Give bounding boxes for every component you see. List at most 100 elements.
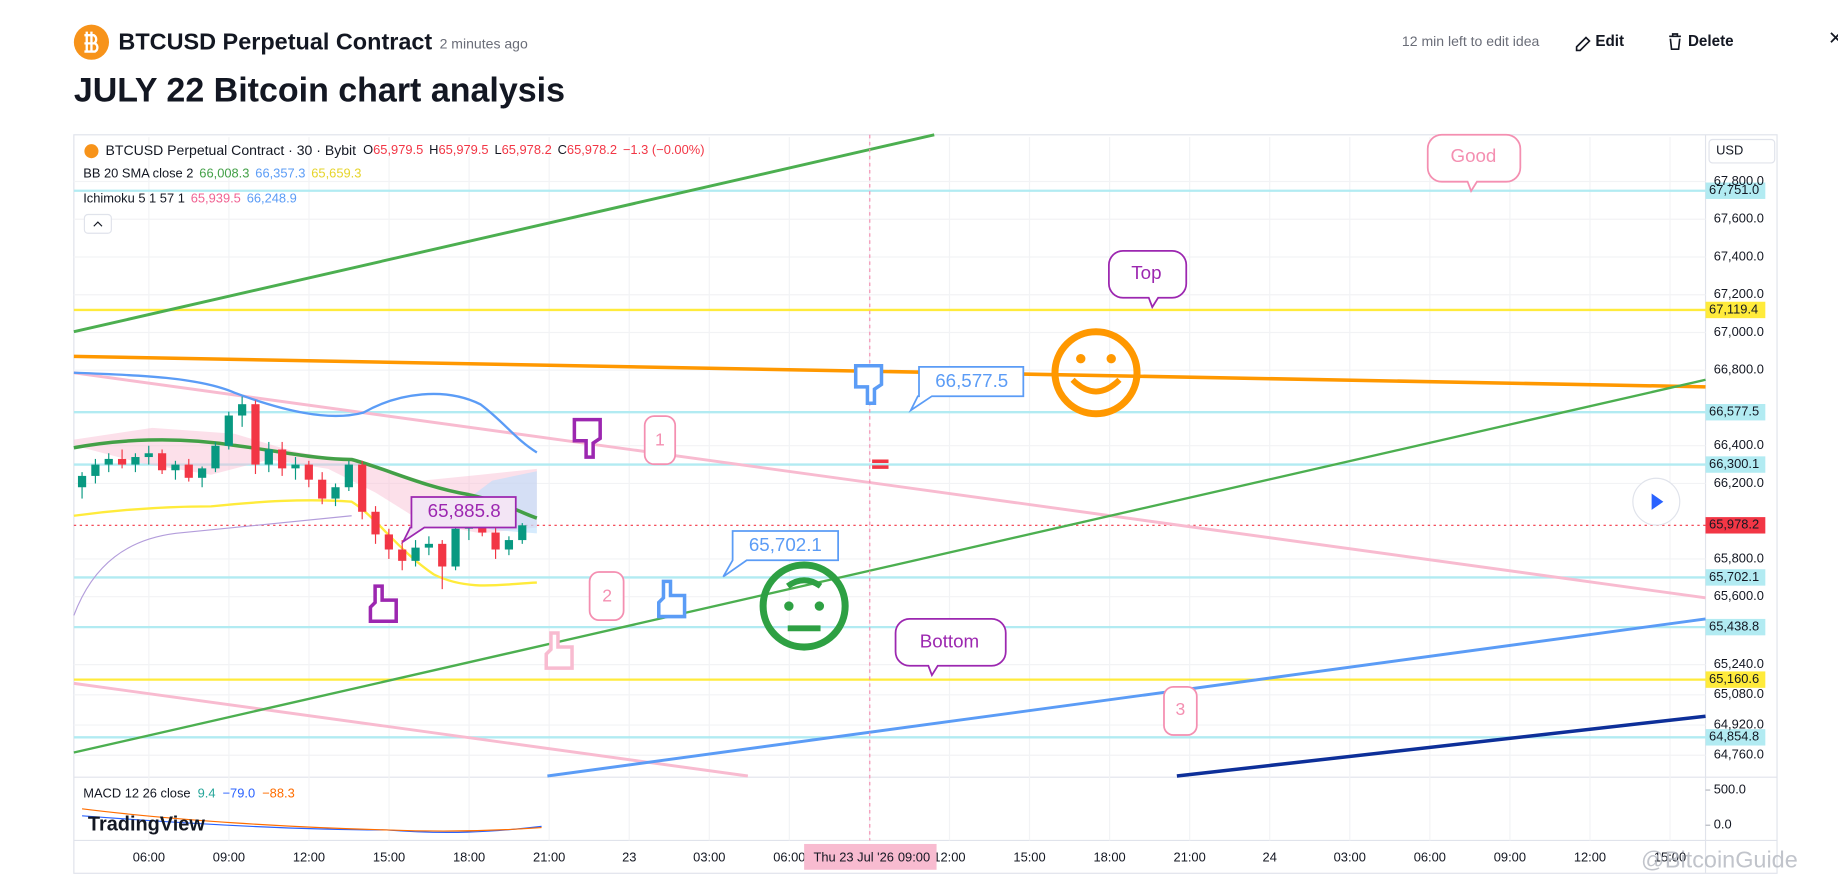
candle-body (238, 404, 247, 416)
callout (894, 618, 1007, 678)
idea-title: JULY 22 Bitcoin chart analysis (74, 72, 565, 110)
candle-body (144, 453, 153, 458)
trend-line (73, 378, 1706, 754)
delete-button[interactable]: Delete (1688, 33, 1734, 50)
x-tick-label: 03:00 (1334, 849, 1366, 864)
chart-frame (73, 134, 1778, 874)
y-tick-label: 67,400.0 (1714, 248, 1764, 263)
price-line-label-box (1705, 517, 1766, 534)
hand-icon (368, 584, 398, 624)
macd-legend: MACD 12 26 close 9.4 −79.0 −88.3 (83, 786, 295, 801)
x-tick-label: 15:00 (373, 849, 405, 864)
price-line-label: 67,119.4 (1709, 301, 1758, 316)
x-tick-label: 15:00 (1654, 849, 1686, 864)
bollinger-lower (73, 499, 537, 587)
annotation: 65,885.8 (428, 500, 501, 521)
ohlc-label: H (429, 143, 438, 158)
price-line-label-box (1705, 456, 1766, 473)
candle-body (131, 457, 140, 465)
ohlc-value: 65,978.2 (502, 143, 552, 158)
trend-line (73, 354, 1706, 389)
symbol[interactable]: BTCUSD Perpetual Contract (118, 29, 432, 55)
smiley (1051, 328, 1141, 418)
macd-value: −88.3 (262, 786, 295, 801)
currency-box[interactable] (1708, 138, 1776, 164)
x-tick-label: 23 (622, 849, 636, 864)
y-tick-label: 65,800.0 (1714, 550, 1764, 565)
face-eye (784, 601, 794, 611)
smiley-eye (1076, 354, 1086, 364)
x-tick-label: 09:00 (1494, 849, 1526, 864)
macd-signal (81, 808, 542, 832)
candle-body (184, 464, 193, 478)
candle-body (438, 543, 447, 567)
grid (73, 137, 1706, 841)
candle-body (424, 543, 433, 548)
y-tick-label: 64,920.0 (1714, 716, 1764, 731)
crosshair-time: 09:00 (898, 849, 930, 864)
x-tick-label: 24 (1263, 849, 1277, 864)
play-icon[interactable] (1651, 493, 1664, 510)
candle-body (224, 415, 233, 446)
hand-icon (544, 631, 574, 670)
price-line-label-box (1705, 301, 1766, 319)
candle-body (104, 458, 113, 465)
ohlc-value: 65,979.5 (373, 143, 423, 158)
candle-body (171, 464, 180, 471)
marker (872, 459, 889, 464)
ohlc-label: L (494, 143, 501, 158)
candle-body (411, 547, 420, 561)
price-line-label-box (1705, 729, 1766, 746)
callout (722, 530, 839, 578)
x-tick-label: 09:00 (213, 849, 245, 864)
tradingview-logo: TradingView (88, 813, 205, 835)
macd-name: MACD 12 26 close (83, 786, 190, 801)
macd-value: −79.0 (223, 786, 256, 801)
delete-icon[interactable] (1669, 33, 1681, 51)
y-tick-label: 67,800.0 (1714, 173, 1764, 188)
candle-body (251, 404, 260, 465)
ohlc-value: 65,979.5 (438, 143, 488, 158)
watermark: @BitcoinGuide (1641, 847, 1798, 873)
hand-icon (572, 417, 602, 459)
indicator-legend: BB 20 SMA close 2 66,008.3 66,357.3 65,659.… (83, 166, 361, 206)
candle-body (117, 458, 127, 465)
trend-line (547, 617, 1706, 778)
candle-body (398, 549, 407, 561)
marker (872, 465, 889, 469)
x-tick-label: 18:00 (1093, 849, 1125, 864)
legend-main: BTCUSD Perpetual Contract · 30 · Bybit O6… (106, 142, 705, 158)
candle-body (91, 464, 100, 476)
x-tick-label: 12:00 (1574, 849, 1606, 864)
collapse-button[interactable] (83, 213, 112, 234)
trend-line (73, 371, 1706, 600)
currency[interactable]: USD (1716, 143, 1743, 158)
candle-body (264, 449, 273, 465)
candle-body (344, 464, 353, 488)
collapse-icon[interactable] (93, 221, 103, 227)
callout (588, 571, 625, 621)
face (759, 561, 849, 651)
y-tick-label: 67,600.0 (1714, 211, 1764, 226)
x-tick-label: 06:00 (1414, 849, 1446, 864)
x-tick-label: 21:00 (533, 849, 565, 864)
candle-body (451, 528, 460, 567)
x-tick-label: 06:00 (773, 849, 805, 864)
macd-tick-label: 0.0 (1714, 817, 1732, 832)
trend-line (1176, 714, 1706, 778)
y-tick-label: 67,200.0 (1714, 286, 1764, 301)
smiley-mouth (1070, 377, 1122, 395)
edit-button[interactable]: Edit (1595, 33, 1624, 50)
annotation: Top (1131, 262, 1161, 283)
face-eye (814, 601, 825, 611)
indicator-value: 66,008.3 (199, 166, 249, 181)
indicator-name: BB 20 SMA close 2 (83, 166, 193, 181)
y-tick-label: 66,800.0 (1714, 362, 1764, 377)
close-button[interactable] (1830, 32, 1838, 43)
candle-body (331, 487, 340, 499)
hand-icon (853, 363, 884, 405)
edit-note: 12 min left to edit idea (1402, 33, 1540, 49)
edit-icon[interactable] (1575, 36, 1591, 52)
price-line-label: 65,160.6 (1709, 671, 1759, 686)
candles (77, 396, 527, 590)
